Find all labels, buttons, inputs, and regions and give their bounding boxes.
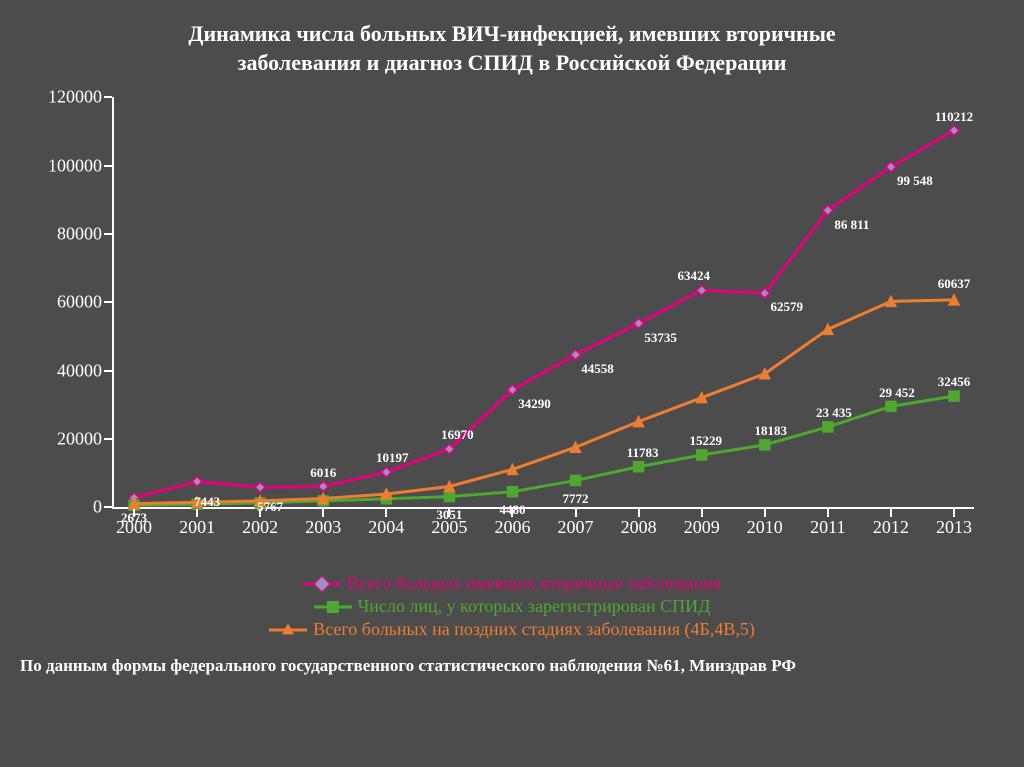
x-tick (575, 509, 577, 517)
chart-title: Динамика числа больных ВИЧ-инфекцией, им… (0, 0, 1024, 87)
x-tick (638, 509, 640, 517)
x-tick-label: 2008 (621, 517, 657, 538)
x-tick (701, 509, 703, 517)
chart-svg (114, 97, 974, 507)
y-tick-label: 0 (93, 497, 102, 518)
x-tick (322, 509, 324, 517)
x-tick (764, 509, 766, 517)
legend-label: Всего больных имевших вторичные заболева… (347, 573, 721, 594)
x-tick-label: 2013 (936, 517, 972, 538)
data-label: 7443 (194, 494, 220, 510)
data-label: 4480 (499, 502, 525, 518)
title-line-2: заболевания и диагноз СПИД в Российской … (238, 50, 787, 75)
data-label: 60637 (938, 276, 971, 292)
x-tick-label: 2012 (873, 517, 909, 538)
title-line-1: Динамика числа больных ВИЧ-инфекцией, им… (188, 21, 835, 46)
data-label: 23 435 (816, 405, 852, 421)
y-tick (104, 165, 112, 167)
y-tick-label: 60000 (57, 292, 102, 313)
y-tick-label: 20000 (57, 428, 102, 449)
y-tick-label: 100000 (48, 155, 102, 176)
data-label: 62579 (771, 299, 804, 315)
chart-area: 0200004000060000800001000001200002000200… (32, 87, 992, 567)
x-tick-label: 2004 (368, 517, 404, 538)
data-label: 86 811 (834, 217, 869, 233)
data-label: 16970 (441, 427, 474, 443)
y-tick (104, 506, 112, 508)
y-tick (104, 301, 112, 303)
x-tick (890, 509, 892, 517)
data-label: 10197 (376, 450, 409, 466)
data-label: 44558 (581, 361, 614, 377)
legend-item: Число лиц, у которых зарегистрирован СПИ… (0, 596, 1024, 617)
y-tick (104, 370, 112, 372)
x-tick (385, 509, 387, 517)
data-label: 110212 (935, 109, 973, 125)
data-label: 34290 (518, 396, 551, 412)
x-tick-label: 2002 (242, 517, 278, 538)
legend-label: Всего больных на поздних стадиях заболев… (313, 619, 755, 640)
data-label: 6016 (310, 465, 336, 481)
y-tick-label: 120000 (48, 87, 102, 108)
legend: Всего больных имевших вторичные заболева… (0, 573, 1024, 640)
data-label: 32456 (938, 374, 971, 390)
data-label: 11783 (627, 445, 659, 461)
data-label: 3051 (436, 507, 462, 523)
x-tick-label: 2007 (558, 517, 594, 538)
y-tick-label: 40000 (57, 360, 102, 381)
data-label: 29 452 (879, 385, 915, 401)
footnote: По данным формы федерального государстве… (0, 642, 1024, 676)
data-label: 7772 (563, 491, 589, 507)
y-tick (104, 438, 112, 440)
legend-item: Всего больных имевших вторичные заболева… (0, 573, 1024, 594)
x-tick-label: 2009 (684, 517, 720, 538)
data-label: 2673 (121, 510, 147, 526)
data-label: 18183 (755, 423, 788, 439)
legend-label: Число лиц, у которых зарегистрирован СПИ… (358, 596, 711, 617)
y-tick (104, 233, 112, 235)
data-label: 15229 (689, 433, 722, 449)
x-tick-label: 2011 (810, 517, 845, 538)
data-label: 99 548 (897, 173, 933, 189)
plot-region: 0200004000060000800001000001200002000200… (112, 97, 974, 509)
x-tick (953, 509, 955, 517)
x-tick (827, 509, 829, 517)
data-label: 5767 (257, 499, 283, 515)
y-tick (104, 96, 112, 98)
x-tick-label: 2001 (179, 517, 215, 538)
legend-item: Всего больных на поздних стадиях заболев… (0, 619, 1024, 640)
data-label: 63424 (677, 268, 710, 284)
x-tick-label: 2010 (747, 517, 783, 538)
x-tick-label: 2003 (305, 517, 341, 538)
legend-swatch (303, 577, 341, 591)
legend-swatch (314, 600, 352, 614)
y-tick-label: 80000 (57, 223, 102, 244)
x-tick-label: 2006 (494, 517, 530, 538)
data-label: 53735 (644, 330, 677, 346)
x-tick (196, 509, 198, 517)
legend-swatch (269, 623, 307, 637)
